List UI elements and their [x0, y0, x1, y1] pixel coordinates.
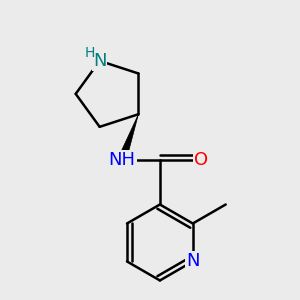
Text: N: N: [186, 253, 200, 271]
Polygon shape: [118, 114, 138, 161]
Text: N: N: [93, 52, 106, 70]
Text: NH: NH: [108, 151, 135, 169]
Text: H: H: [85, 46, 95, 60]
Text: O: O: [194, 151, 208, 169]
